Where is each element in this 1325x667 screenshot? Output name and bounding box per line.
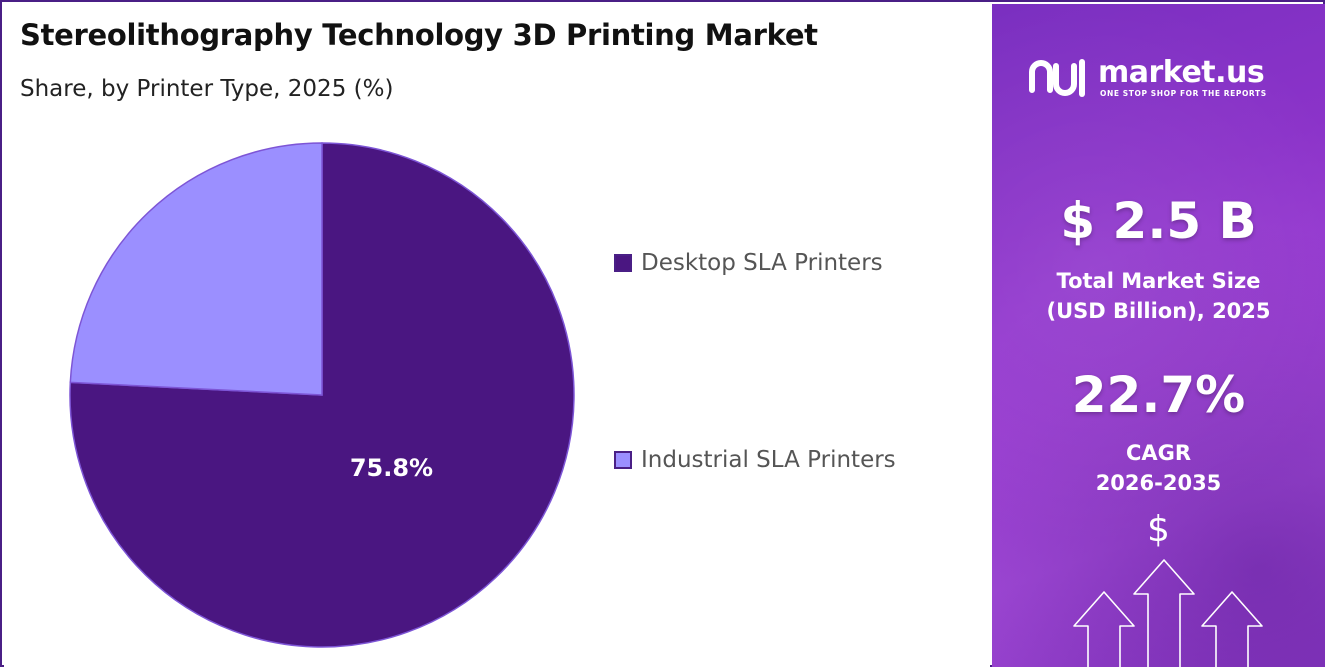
chart-subtitle: Share, by Printer Type, 2025 (%): [20, 76, 394, 102]
cagr-value: 22.7%: [1071, 366, 1246, 424]
legend-label-industrial: Industrial SLA Printers: [641, 447, 896, 473]
legend-swatch-industrial: [614, 451, 632, 469]
pie-chart: 75.8%: [69, 142, 575, 648]
chart-title: Stereolithography Technology 3D Printing…: [20, 18, 818, 52]
legend-item-industrial[interactable]: Industrial SLA Printers: [614, 447, 896, 473]
market-size-label-line1: Total Market Size: [1056, 269, 1261, 293]
chart-panel: Stereolithography Technology 3D Printing…: [4, 4, 990, 667]
market-size-label-line2: (USD Billion), 2025: [1046, 299, 1271, 323]
growth-arrows-icon: [1073, 559, 1263, 667]
cagr-period: 2026-2035: [1095, 471, 1222, 495]
market-size-value: $ 2.5 B: [1060, 192, 1257, 250]
pie-data-label-0: 75.8%: [350, 454, 433, 482]
dollar-symbol: $: [1147, 509, 1170, 550]
pie-slice-industrial-sla-printers[interactable]: [69, 142, 323, 396]
panel-background-overlay: [992, 4, 1325, 667]
legend-item-desktop[interactable]: Desktop SLA Printers: [614, 250, 883, 276]
brand-tagline: ONE STOP SHOP FOR THE REPORTS: [1100, 88, 1267, 98]
cagr-label: CAGR: [1125, 441, 1192, 465]
brand-logo[interactable]: market.us ONE STOP SHOP FOR THE REPORTS: [1028, 54, 1267, 100]
brand-name: market.us: [1098, 54, 1265, 90]
legend-swatch-desktop: [614, 254, 632, 272]
summary-panel: market.us ONE STOP SHOP FOR THE REPORTS …: [992, 4, 1325, 667]
market-us-logo-icon: [1029, 59, 1085, 97]
legend-label-desktop: Desktop SLA Printers: [641, 250, 883, 276]
